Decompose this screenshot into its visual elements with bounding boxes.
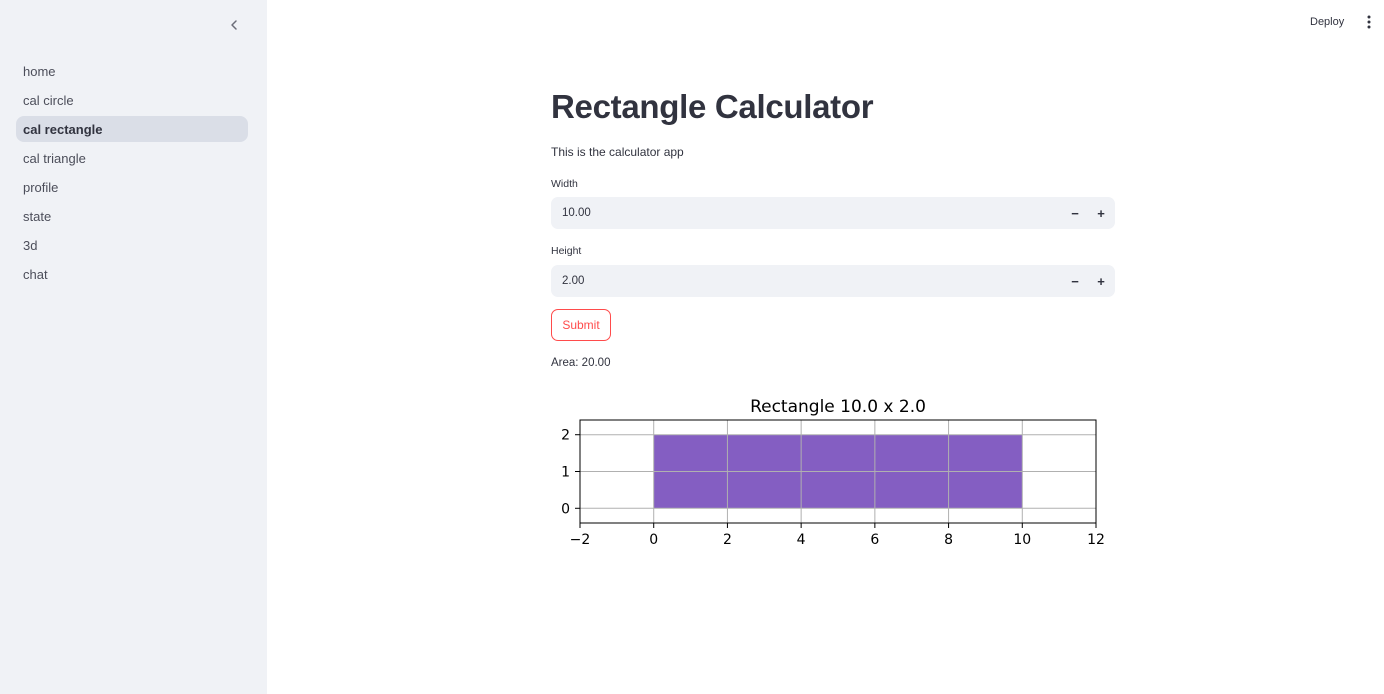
height-decrement-button[interactable]: − [1071,273,1079,289]
page-description: This is the calculator app [551,145,684,159]
sidebar-item-cal-triangle[interactable]: cal triangle [16,145,248,171]
y-tick-label: 1 [561,465,570,481]
x-tick-label: 12 [1087,532,1105,548]
height-number-input: − + [551,265,1115,297]
sidebar-item-label: cal circle [23,92,74,108]
x-tick-label: 0 [649,532,658,548]
submit-button[interactable]: Submit [551,309,611,341]
sidebar-item-state[interactable]: state [16,203,248,229]
width-number-input: − + [551,197,1115,229]
sidebar-item-label: cal triangle [23,150,86,166]
sidebar-item-label: cal rectangle [23,121,103,137]
height-input[interactable] [551,265,1051,297]
main-menu-button[interactable] [1360,12,1378,32]
deploy-button[interactable]: Deploy [1310,16,1345,28]
width-increment-button[interactable]: + [1097,205,1105,221]
sidebar-item-cal-circle[interactable]: cal circle [16,87,248,113]
sidebar-item-cal-rectangle[interactable]: cal rectangle [16,116,248,142]
sidebar-item-home[interactable]: home [16,58,248,84]
page-title: Rectangle Calculator [551,88,874,125]
chevron-left-icon [231,20,237,30]
x-tick-label: 8 [944,532,953,548]
area-result: Area: 20.00 [551,357,611,369]
rectangle-chart: −2 0 2 4 6 8 10 12 0 1 2 Rectangle 10.0 x 2.0 [551,392,1115,552]
width-decrement-button[interactable]: − [1071,205,1079,221]
sidebar-nav: home cal circle cal rectangle cal triang… [16,58,248,290]
sidebar-item-label: profile [23,179,59,195]
y-tick-label: 2 [561,428,570,444]
y-tick-label: 0 [561,501,570,517]
chart-title: Rectangle 10.0 x 2.0 [750,397,926,417]
sidebar-item-chat[interactable]: chat [16,261,248,287]
sidebar-item-label: state [23,208,52,224]
width-input[interactable] [551,197,1051,229]
width-label: Width [551,178,578,190]
kebab-menu-icon [1367,15,1371,29]
x-tick-label: 10 [1013,532,1031,548]
sidebar: home cal circle cal rectangle cal triang… [0,0,267,694]
x-tick-label: −2 [570,532,591,548]
sidebar-item-label: 3d [23,237,38,253]
sidebar-item-label: home [23,63,56,79]
sidebar-item-3d[interactable]: 3d [16,232,248,258]
x-tick-label: 4 [797,532,806,548]
height-increment-button[interactable]: + [1097,273,1105,289]
collapse-sidebar-button[interactable] [224,15,244,35]
height-label: Height [551,245,582,257]
x-tick-label: 6 [870,532,879,548]
sidebar-item-profile[interactable]: profile [16,174,248,200]
x-tick-label: 2 [723,532,732,548]
sidebar-item-label: chat [23,266,48,282]
